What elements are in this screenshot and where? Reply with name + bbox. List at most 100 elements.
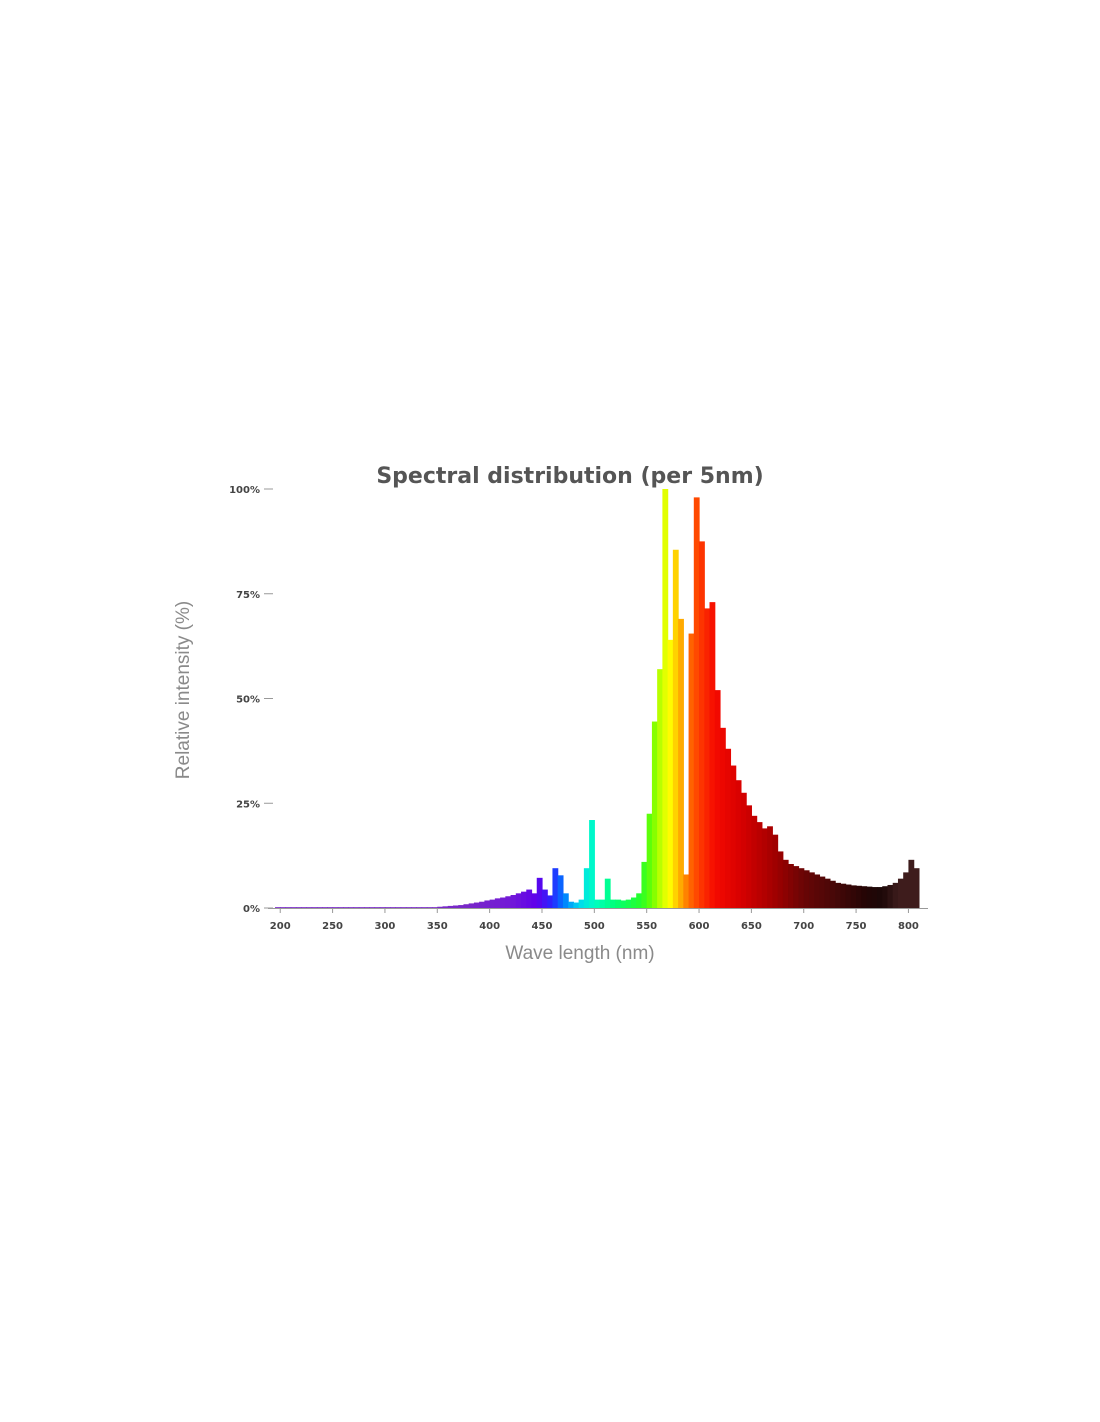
- spectrum-bar: [704, 608, 711, 908]
- spectrum-bar: [667, 639, 674, 908]
- spectrum-bar: [489, 899, 496, 908]
- spectrum-bar: [683, 874, 690, 908]
- spectrum-bar: [505, 896, 512, 908]
- spectrum-bar: [793, 866, 800, 908]
- spectrum-bar: [740, 792, 747, 908]
- spectrum-bar: [379, 907, 386, 908]
- spectrum-bar: [301, 907, 308, 908]
- spectrum-bar: [337, 907, 344, 908]
- spectrum-bar: [646, 813, 653, 908]
- spectrum-bar: [803, 870, 810, 908]
- spectrum-bar: [515, 893, 522, 908]
- spectrum-bar: [725, 748, 732, 908]
- spectrum-bar: [468, 903, 475, 908]
- y-tick-label: 25%: [236, 799, 260, 810]
- spectrum-bar: [699, 541, 705, 909]
- spectrum-bar: [620, 900, 627, 908]
- spectrum-bar: [484, 900, 491, 908]
- spectrum-bar: [850, 885, 857, 908]
- y-axis: 0% 25% 50% 75% 100%: [229, 485, 273, 915]
- y-tick-label: 75%: [236, 590, 260, 601]
- spectrum-bar: [756, 822, 763, 908]
- spectrum-bar: [573, 902, 580, 908]
- spectrum-bar: [709, 602, 716, 908]
- spectrum-bar: [557, 875, 564, 908]
- spectrum-bar: [400, 907, 407, 908]
- spectrum-bar: [824, 878, 831, 908]
- spectrum-bar: [531, 893, 538, 908]
- spectrum-bar: [390, 907, 396, 908]
- spectrum-bar: [452, 905, 459, 908]
- x-tick-label: 250: [322, 921, 343, 932]
- spectrum-bar: [871, 887, 878, 908]
- spectrum-bar: [908, 859, 915, 908]
- spectrum-bar: [604, 878, 611, 908]
- x-tick-label: 650: [741, 921, 762, 932]
- spectrum-bar: [594, 899, 601, 908]
- spectrum-bar: [578, 899, 585, 908]
- spectrum-bar: [562, 893, 569, 908]
- spectrum-bar: [405, 907, 412, 908]
- spectrum-bar: [358, 907, 365, 908]
- spectrum-bar: [610, 899, 616, 908]
- spectrum-bar: [447, 905, 454, 908]
- x-axis: 200 250 300 350 400 450 500 550 600 650 700 750 800: [268, 908, 928, 932]
- spectrum-bar: [541, 889, 548, 908]
- spectrum-bar: [798, 868, 805, 908]
- spectrum-bar: [526, 889, 533, 908]
- spectrum-bar: [583, 868, 590, 908]
- x-tick-label: 600: [689, 921, 710, 932]
- spectrum-bar: [343, 907, 349, 908]
- spectrum-bar: [788, 864, 794, 908]
- spectrum-bar: [662, 489, 669, 908]
- spectrum-bar: [767, 826, 773, 908]
- spectrum-bar: [552, 868, 559, 908]
- spectrum-bar: [814, 874, 821, 908]
- spectrum-bar: [494, 898, 501, 908]
- spectrum-bar: [599, 899, 606, 908]
- y-tick-label: 0%: [243, 904, 260, 915]
- spectrum-bar: [625, 899, 632, 908]
- spectrum-bar: [311, 907, 318, 908]
- spectrum-bar: [714, 690, 721, 908]
- spectrum-bar: [547, 895, 554, 908]
- spectrum-bar: [411, 907, 417, 908]
- spectrum-bar: [421, 907, 428, 908]
- spectrum-bar: [442, 906, 449, 908]
- spectrum-bar: [751, 815, 758, 908]
- spectrum-bar: [348, 907, 355, 908]
- spectrum-bar: [913, 868, 920, 908]
- spectrum-bar: [887, 884, 894, 908]
- spectrum-bar: [657, 669, 663, 908]
- spectrum-bar: [536, 877, 543, 908]
- spectrum-bar: [384, 907, 391, 908]
- spectrum-bar: [877, 887, 883, 908]
- spectrum-bar: [280, 907, 287, 908]
- spectrum-bar: [693, 497, 700, 908]
- spectrum-bar: [306, 907, 313, 908]
- spectrum-bar: [500, 897, 506, 908]
- spectrum-bar: [772, 834, 779, 908]
- spectrum-bar: [295, 907, 302, 908]
- spectrum-bar: [808, 872, 815, 908]
- x-tick-label: 750: [846, 921, 867, 932]
- spectrum-bar: [416, 907, 423, 908]
- spectrum-bar: [782, 859, 789, 908]
- bars-group: [275, 489, 920, 909]
- spectrum-bar: [589, 820, 595, 908]
- spectrum-bar: [735, 780, 742, 908]
- spectrum-bar: [746, 805, 752, 908]
- spectrum-bar: [332, 907, 339, 908]
- x-tick-label: 400: [479, 921, 500, 932]
- x-tick-label: 700: [793, 921, 814, 932]
- x-tick-label: 350: [427, 921, 448, 932]
- chart-title: Spectral distribution (per 5nm): [376, 464, 763, 489]
- spectrum-bar: [364, 907, 370, 908]
- x-tick-label: 500: [584, 921, 605, 932]
- spectrum-bar: [316, 907, 323, 908]
- spectrum-bar: [761, 828, 768, 908]
- spectrum-bar: [568, 901, 574, 908]
- spectrum-bar: [819, 876, 826, 908]
- spectrum-bar: [651, 721, 658, 908]
